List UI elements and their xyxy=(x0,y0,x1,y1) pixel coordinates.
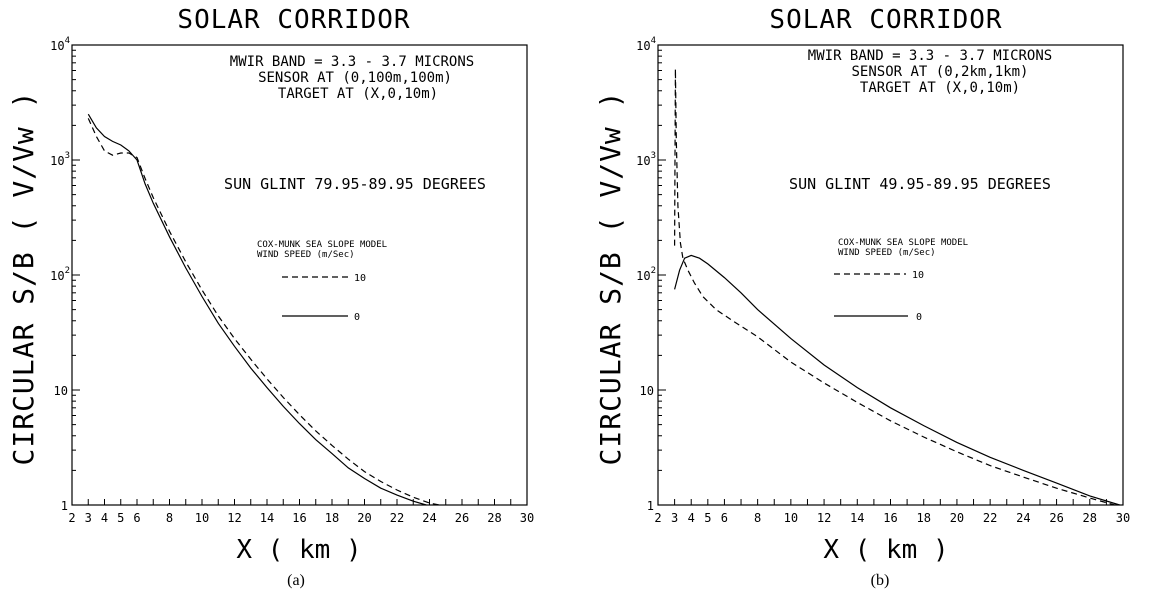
x-tick-label: 2 xyxy=(654,511,661,525)
x-tick-label: 22 xyxy=(390,511,404,525)
x-tick-label: 20 xyxy=(357,511,371,525)
sensor-annotation: SENSOR AT (0,100m,100m) xyxy=(258,70,452,86)
x-axis-label: X ( km ) xyxy=(823,535,948,565)
x-tick-label: 16 xyxy=(292,511,306,525)
panel-b: SOLAR CORRIDOR CIRCULAR S/B ( V/Vw ) X (… xyxy=(594,5,1130,589)
y-tick-label: 1 xyxy=(61,499,68,513)
x-tick-label: 30 xyxy=(520,511,534,525)
x-tick-label: 3 xyxy=(85,511,92,525)
y-tick-label: 102 xyxy=(50,266,70,283)
x-tick-label: 6 xyxy=(721,511,728,525)
y-tick-label: 10 xyxy=(640,384,654,398)
x-axis-label: X ( km ) xyxy=(236,535,361,565)
legend-title: COX-MUNK SEA SLOPE MODEL xyxy=(257,240,387,250)
x-tick-label: 6 xyxy=(133,511,140,525)
panel-label: (b) xyxy=(871,572,890,589)
x-tick-label: 10 xyxy=(195,511,209,525)
y-tick-label: 10 xyxy=(54,384,68,398)
x-tick-label: 10 xyxy=(784,511,798,525)
x-tick-label: 30 xyxy=(1116,511,1130,525)
x-tick-label: 14 xyxy=(850,511,864,525)
series-group xyxy=(673,68,1120,506)
x-tick-label: 26 xyxy=(455,511,469,525)
x-tick-label: 5 xyxy=(704,511,711,525)
legend-label-dashed: 10 xyxy=(912,270,924,281)
x-tick-label: 20 xyxy=(950,511,964,525)
legend-label-dashed: 10 xyxy=(354,273,366,284)
y-axis-label: CIRCULAR S/B ( V/Vw ) xyxy=(594,90,627,465)
y-tick-label: 102 xyxy=(636,266,656,283)
plot-frame xyxy=(71,44,528,506)
legend-subtitle: WIND SPEED (m/Sec) xyxy=(838,248,936,258)
y-tick-label: 104 xyxy=(50,36,70,53)
y-axis-label: CIRCULAR S/B ( V/Vw ) xyxy=(7,90,40,465)
panel-a: SOLAR CORRIDOR CIRCULAR S/B ( V/Vw ) X (… xyxy=(7,5,534,589)
chart-title: SOLAR CORRIDOR xyxy=(769,5,1002,35)
chart-title: SOLAR CORRIDOR xyxy=(177,5,410,35)
x-tick-label: 22 xyxy=(983,511,997,525)
legend-title: COX-MUNK SEA SLOPE MODEL xyxy=(838,238,968,248)
x-tick-label: 14 xyxy=(260,511,274,525)
x-tick-label: 12 xyxy=(227,511,241,525)
y-tick-label: 103 xyxy=(50,151,70,168)
x-tick-label: 24 xyxy=(1016,511,1030,525)
x-tick-label: 2 xyxy=(68,511,75,525)
y-tick-label: 103 xyxy=(636,151,656,168)
x-tick-label: 28 xyxy=(1083,511,1097,525)
legend-label-solid: 0 xyxy=(354,312,360,323)
x-tick-label: 4 xyxy=(688,511,695,525)
legend-subtitle: WIND SPEED (m/Sec) xyxy=(257,250,355,260)
x-tick-label: 24 xyxy=(422,511,436,525)
band-annotation: MWIR BAND = 3.3 - 3.7 MICRONS xyxy=(808,48,1052,64)
x-tick-label: 18 xyxy=(916,511,930,525)
x-tick-label: 3 xyxy=(671,511,678,525)
series-group xyxy=(87,113,440,506)
axis-ticks: 2 3 4 5 6 8 10 12 14 16 18 20 22 24 26 28 30 1 10 102 103 104 xyxy=(636,36,1130,525)
x-tick-label: 18 xyxy=(325,511,339,525)
band-annotation: MWIR BAND = 3.3 - 3.7 MICRONS xyxy=(230,54,474,70)
legend: COX-MUNK SEA SLOPE MODEL WIND SPEED (m/S… xyxy=(257,240,387,323)
panel-label: (a) xyxy=(287,572,305,589)
x-tick-label: 26 xyxy=(1049,511,1063,525)
series-line-dashed xyxy=(673,68,1115,506)
x-tick-label: 16 xyxy=(883,511,897,525)
sensor-annotation: SENSOR AT (0,2km,1km) xyxy=(851,64,1028,80)
x-tick-label: 28 xyxy=(487,511,501,525)
y-tick-label: 104 xyxy=(636,36,656,53)
sun-glint-annotation: SUN GLINT 79.95-89.95 DEGREES xyxy=(224,175,486,193)
series-line-solid xyxy=(87,113,427,506)
legend-label-solid: 0 xyxy=(916,312,922,323)
x-tick-label: 5 xyxy=(117,511,124,525)
x-tick-label: 12 xyxy=(817,511,831,525)
x-tick-label: 8 xyxy=(166,511,173,525)
sun-glint-annotation: SUN GLINT 49.95-89.95 DEGREES xyxy=(789,175,1051,193)
legend: COX-MUNK SEA SLOPE MODEL WIND SPEED (m/S… xyxy=(834,238,968,323)
series-line-solid xyxy=(674,254,1120,506)
target-annotation: TARGET AT (X,0,10m) xyxy=(860,80,1020,96)
y-tick-label: 1 xyxy=(647,499,654,513)
x-tick-label: 8 xyxy=(754,511,761,525)
target-annotation: TARGET AT (X,0,10m) xyxy=(278,86,438,102)
axis-ticks: 2 3 4 5 6 8 10 12 14 16 18 20 22 24 26 28 30 1 10 102 103 104 xyxy=(50,36,534,525)
plot-frame xyxy=(657,44,1124,506)
x-tick-label: 4 xyxy=(101,511,108,525)
